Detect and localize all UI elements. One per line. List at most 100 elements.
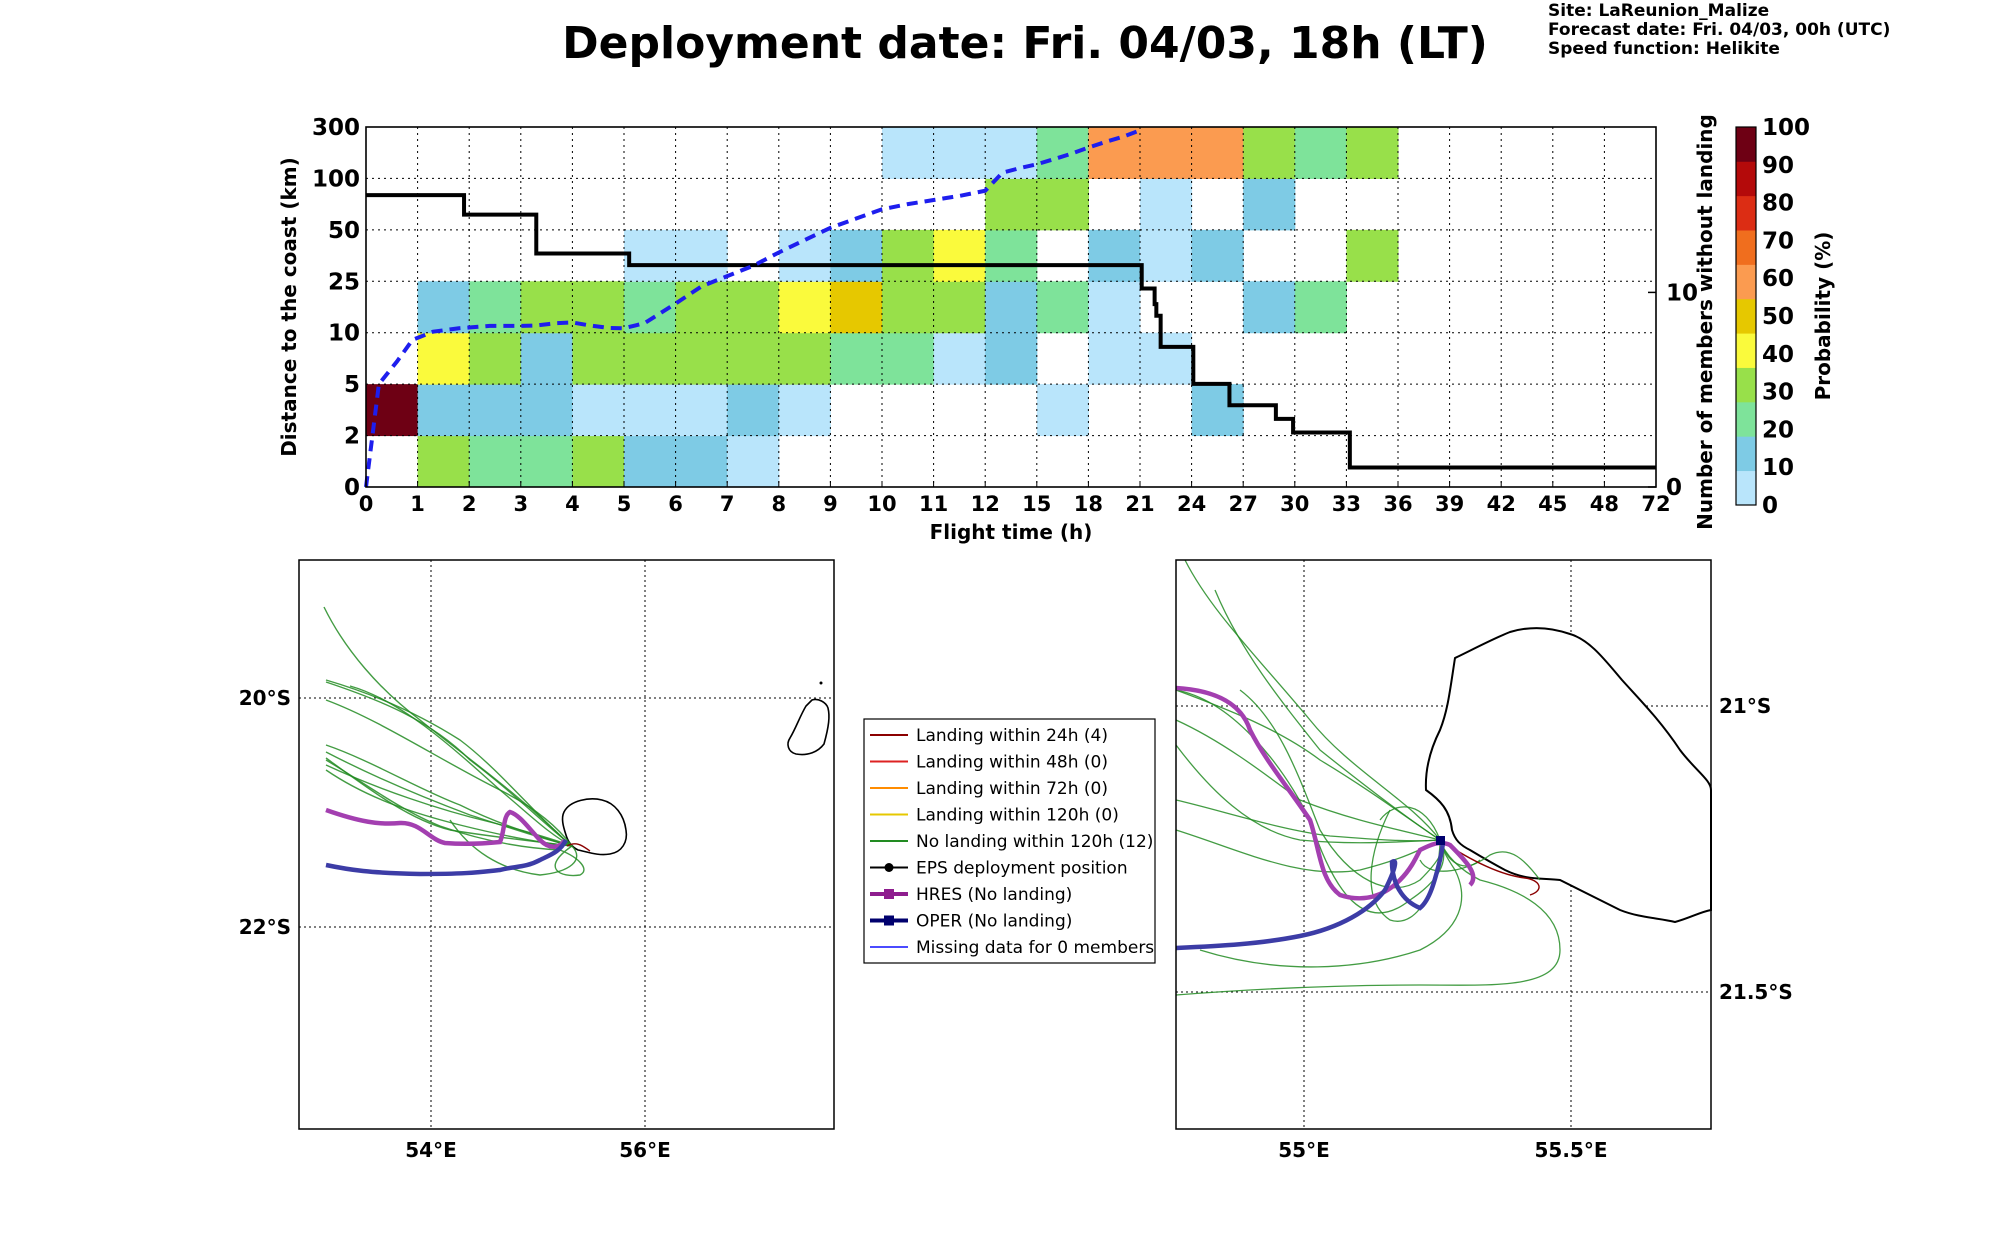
heatmap-cell: [933, 332, 986, 385]
heatmap-cell: [1088, 229, 1141, 282]
x-tick-label: 12: [971, 492, 1000, 516]
legend-label: OPER (No landing): [916, 912, 1072, 932]
longitude-label: 55°E: [1278, 1138, 1330, 1162]
legend-marker: [884, 863, 894, 872]
zoomed-trajectory-map: 55°E 55.5°E 21°S 21.5°S: [1175, 559, 1793, 1162]
colorbar-segment: [1736, 161, 1756, 197]
heatmap-cell: [1140, 229, 1193, 282]
heatmap-cell: [520, 384, 573, 437]
colorbar-segment: [1736, 401, 1756, 437]
ensemble-trajectory: [1175, 829, 1441, 873]
ensemble-trajectory: [1199, 839, 1463, 968]
heatmap-cell: [572, 435, 625, 488]
x-tick-label: 8: [771, 492, 786, 516]
heatmap-cell: [1140, 178, 1193, 231]
landing-trajectory: [1439, 839, 1540, 896]
heatmap-cell: [1294, 127, 1347, 179]
forecast-date-label: Forecast date: Fri. 04/03, 00h (UTC): [1548, 20, 1891, 40]
x-tick-label: 27: [1229, 492, 1258, 516]
oper-trajectory: [325, 838, 569, 877]
y2-axis-label: Number of members without landing: [1693, 114, 1717, 530]
heatmap-cell: [1191, 127, 1244, 179]
heatmap-cell: [727, 332, 780, 385]
legend-label: Landing within 48h (0): [916, 753, 1108, 773]
ensemble-trajectory: [1175, 689, 1441, 841]
x-tick-label: 4: [565, 492, 580, 516]
x-tick-label: 10: [867, 492, 896, 516]
colorbar-segment: [1736, 195, 1756, 231]
colorbar-segment: [1736, 436, 1756, 472]
colorbar-tick-label: 10: [1762, 455, 1794, 481]
colorbar-segment: [1736, 230, 1756, 265]
heatmap-cell: [830, 332, 883, 385]
longitude-label: 55.5°E: [1534, 1138, 1607, 1162]
x-tick-label: 39: [1435, 492, 1464, 516]
x-tick-label: 2: [462, 492, 477, 516]
y-tick-label: 25: [328, 269, 360, 295]
ensemble-trajectory: [1419, 851, 1541, 881]
longitude-label: 54°E: [405, 1138, 457, 1162]
heatmap-cell: [882, 332, 935, 385]
heatmap-cell: [727, 281, 780, 334]
hres-trajectory: [325, 807, 567, 849]
latitude-label: 20°S: [239, 686, 291, 710]
heatmap-cell: [1036, 178, 1089, 231]
heatmap-cell: [417, 435, 470, 488]
x-tick-label: 33: [1332, 492, 1361, 516]
y-tick-label: 2: [344, 424, 360, 450]
heatmap-cell: [1346, 127, 1399, 179]
heatmap-cell: [624, 229, 677, 282]
heatmap-cell: [1191, 384, 1244, 437]
y2-tick-label: 0: [1666, 475, 1682, 501]
heatmap-frame: [365, 126, 1657, 488]
heatmap-cell: [830, 281, 883, 334]
trajectory-legend: Landing within 24h (4) Landing within 48h…: [863, 718, 1156, 964]
probability-heatmap-panel: 0 1 2 3 4 5 6 7 8 9 10 11 12 15 18 21 24 27 30 33 36 39 42 45 48…: [277, 114, 1717, 544]
x-tick-label: 21: [1125, 492, 1154, 516]
heatmap-cell: [1088, 332, 1141, 385]
y-tick-label: 10: [328, 321, 360, 347]
heatmap-cell: [933, 229, 986, 282]
ensemble-trajectory: [325, 679, 573, 847]
heatmap-cell: [882, 229, 935, 282]
heatmap-cell: [469, 332, 522, 385]
heatmap-cell: [933, 281, 986, 334]
overview-trajectory-map: 54°E 56°E 20°S 22°S: [239, 559, 835, 1162]
heatmap-cell: [1036, 384, 1089, 437]
colorbar-label: Probability (%): [1811, 232, 1835, 401]
colorbar-tick-label: 50: [1762, 304, 1794, 330]
forecast-metadata: Site: LaReunion_Malize Forecast date: Fr…: [1548, 2, 1890, 59]
colorbar-segment: [1736, 264, 1756, 300]
ensemble-trajectory: [325, 699, 573, 847]
landing-trajectory: [566, 843, 591, 852]
legend-marker: [884, 889, 894, 899]
x-tick-label: 1: [410, 492, 425, 516]
heatmap-cell: [572, 332, 625, 385]
x-tick-label: 7: [720, 492, 735, 516]
x-tick-label: 11: [919, 492, 948, 516]
x-tick-label: 9: [823, 492, 838, 516]
heatmap-cell: [469, 435, 522, 488]
heatmap-cell: [727, 435, 780, 488]
legend-label: EPS deployment position: [916, 859, 1128, 879]
legend-label: Landing within 120h (0): [916, 806, 1119, 826]
y2-tick-label: 10: [1666, 280, 1698, 306]
colorbar-segment: [1736, 470, 1756, 506]
members-without-landing-line: [366, 193, 1656, 470]
x-tick-label: 48: [1590, 492, 1619, 516]
heatmap-cell: [778, 332, 831, 385]
mauritius-coastline: [787, 698, 830, 756]
legend-label: HRES (No landing): [916, 885, 1072, 905]
heatmap-cell: [1036, 281, 1089, 334]
colorbar-tick-label: 70: [1762, 228, 1794, 254]
heatmap-cell: [1294, 281, 1347, 334]
page-title: Deployment date: Fri. 04/03, 18h (LT): [562, 18, 1488, 69]
colorbar-tick-label: 20: [1762, 417, 1794, 443]
ensemble-trajectory: [1370, 809, 1441, 922]
colorbar-tick-label: 90: [1762, 153, 1794, 179]
x-tick-label: 30: [1280, 492, 1309, 516]
probability-colorbar: 0 10 20 30 40 50 60 70 80 90 100 Probability (%): [1735, 115, 1835, 519]
heatmap-cell: [675, 229, 728, 282]
ensemble-trajectory: [1175, 689, 1445, 914]
